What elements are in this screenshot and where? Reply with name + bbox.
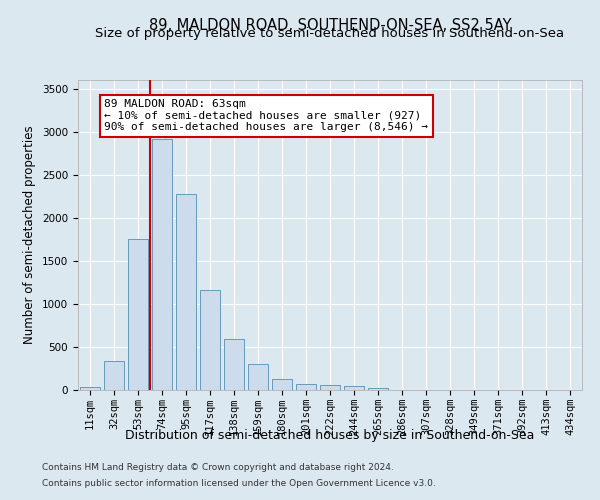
Bar	[128, 240, 148, 390]
Bar	[344, 386, 364, 390]
Bar	[176, 194, 196, 390]
Bar	[320, 386, 340, 390]
Bar	[200, 290, 220, 390]
Bar	[368, 388, 388, 390]
Text: Size of property relative to semi-detached houses in Southend-on-Sea: Size of property relative to semi-detach…	[95, 28, 565, 40]
Text: 89, MALDON ROAD, SOUTHEND-ON-SEA, SS2 5AY: 89, MALDON ROAD, SOUTHEND-ON-SEA, SS2 5A…	[149, 18, 511, 32]
Bar	[80, 388, 100, 390]
Bar	[296, 384, 316, 390]
Text: Contains public sector information licensed under the Open Government Licence v3: Contains public sector information licen…	[42, 478, 436, 488]
Bar	[104, 360, 124, 390]
Text: Distribution of semi-detached houses by size in Southend-on-Sea: Distribution of semi-detached houses by …	[125, 428, 535, 442]
Bar	[224, 339, 244, 390]
Bar	[152, 138, 172, 390]
Text: 89 MALDON ROAD: 63sqm
← 10% of semi-detached houses are smaller (927)
90% of sem: 89 MALDON ROAD: 63sqm ← 10% of semi-deta…	[104, 99, 428, 132]
Y-axis label: Number of semi-detached properties: Number of semi-detached properties	[23, 126, 37, 344]
Bar	[248, 364, 268, 390]
Bar	[272, 379, 292, 390]
Text: Contains HM Land Registry data © Crown copyright and database right 2024.: Contains HM Land Registry data © Crown c…	[42, 464, 394, 472]
